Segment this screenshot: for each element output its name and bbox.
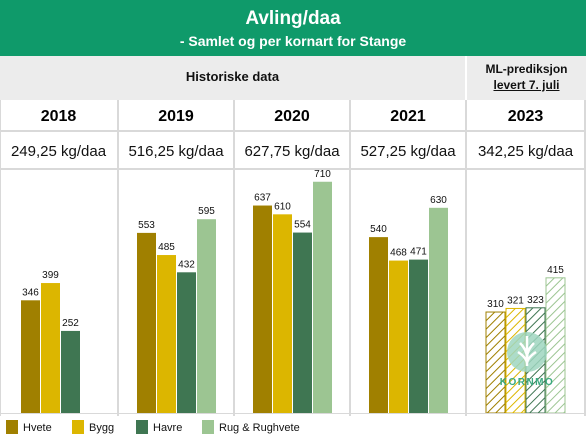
bar-value-label: 710 [314,169,331,180]
bar-value-label: 630 [430,195,447,206]
bar-value-label: 610 [274,201,291,212]
total-2023: 342,25 kg/daa [477,143,574,160]
page-title: Avling/daa [245,8,341,29]
bar-value-label: 399 [42,270,59,281]
bar-value-label: 432 [178,259,195,270]
bar-value-label: 554 [294,220,311,231]
bar-value-label: 346 [22,287,39,298]
bar-2018-hvete [21,300,40,413]
bar-2019-rug-rughvete [197,219,216,413]
bar-2019-hvete [137,232,156,413]
bar-value-label: 637 [254,193,271,204]
bar-2020-rug-rughvete [313,181,332,413]
row-divider [0,168,586,170]
legend-swatch [202,420,214,434]
bar-value-label: 553 [138,220,155,231]
bar-2019-bygg [157,255,176,413]
total-2021: 527,25 kg/daa [360,143,456,160]
bar-value-label: 485 [158,242,175,253]
legend-swatch [6,420,18,434]
historical-section-header: Historiske data [0,56,465,100]
column-divider [584,100,586,416]
year-label-2019: 2019 [158,108,194,125]
total-2020: 627,75 kg/daa [244,143,340,160]
header-banner: Avling/daa - Samlet og per kornart for S… [0,0,586,56]
bar-2020-hvete [253,205,272,413]
historical-label: Historiske data [185,69,280,84]
page-subtitle: - Samlet og per kornart for Stange [179,33,407,49]
bar-2023-rug-rughvete [545,277,566,414]
column-divider [0,100,1,416]
column-divider [233,100,235,416]
ml-label-line2: levert 7. juli [493,78,560,92]
bar-value-label: 471 [410,247,427,258]
year-label-2018: 2018 [40,108,77,125]
column-divider [349,100,351,416]
legend-swatch [72,420,84,434]
legend-swatch [136,420,148,434]
year-label-2023: 2023 [507,108,544,125]
bar-2021-hvete [369,237,388,413]
bar-2021-havre [409,259,428,413]
bar-2020-havre [293,232,312,413]
bar-2021-rug-rughvete [429,207,448,413]
legend-label: Bygg [89,422,115,434]
bar-2018-havre [61,330,80,413]
legend-label: Rug & Rughvete [219,422,300,434]
bar-2018-bygg [41,283,60,413]
bar-value-label: 321 [507,295,524,306]
bar-2023-hvete [485,311,506,414]
year-label-2021: 2021 [390,108,426,125]
column-divider [465,100,467,416]
row-divider [0,130,586,132]
bar-2019-havre [177,272,196,413]
bar-value-label: 310 [487,299,504,310]
bar-2020-bygg [273,214,292,413]
legend-label: Havre [153,422,183,434]
bar-value-label: 323 [527,295,544,306]
total-2019: 516,25 kg/daa [128,143,224,160]
column-divider [117,100,119,416]
bar-2021-bygg [389,260,408,413]
bar-value-label: 468 [390,248,407,259]
kornmo-logo-text: KORNMO [500,377,555,388]
kornmo-logo: KORNMO [500,332,555,388]
bar-value-label: 540 [370,224,387,235]
total-2018: 249,25 kg/daa [10,143,107,160]
legend-label: Hvete [23,422,52,434]
ml-section-header: ML-prediksjon levert 7. juli [467,56,586,100]
ml-label-line1: ML-prediksjon [485,62,568,76]
year-label-2020: 2020 [274,108,310,125]
bar-value-label: 252 [62,318,79,329]
bar-value-label: 595 [198,206,215,217]
bar-value-label: 415 [547,265,564,276]
